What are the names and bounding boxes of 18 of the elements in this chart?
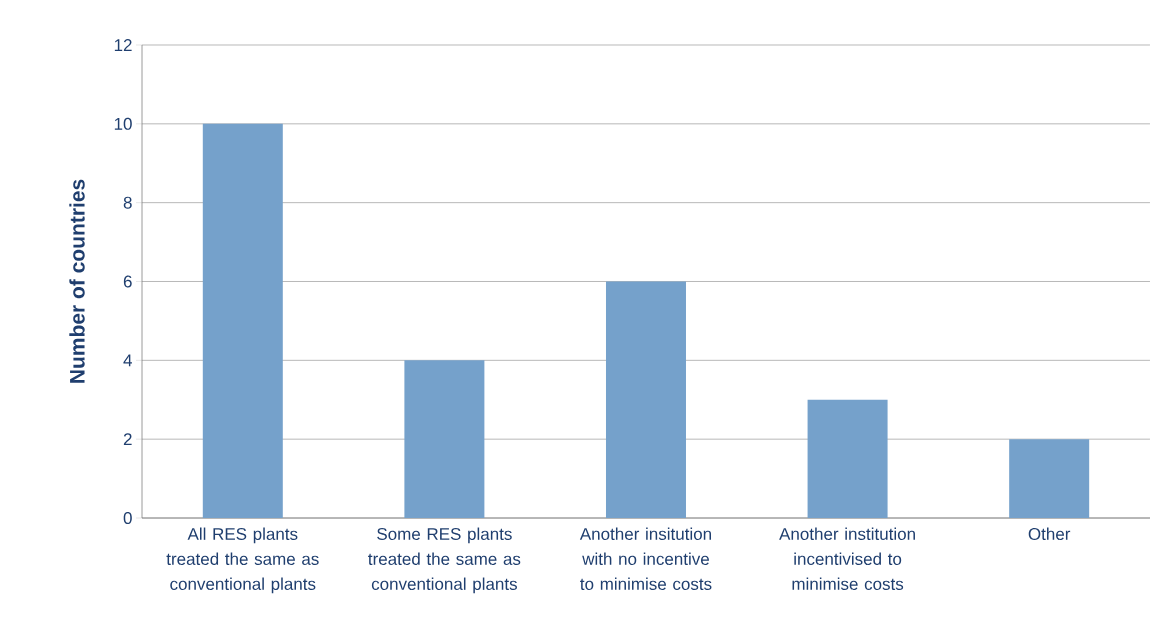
x-tick-label: Some RES plants treated the same as conventional plants xyxy=(368,527,521,594)
y-tick-label: 8 xyxy=(123,196,132,209)
y-tick-label: 10 xyxy=(114,117,132,130)
y-axis-title: Number of countries xyxy=(69,179,85,383)
x-tick-label: Other xyxy=(1028,527,1071,541)
bar xyxy=(404,360,485,518)
y-tick-label: 12 xyxy=(114,39,132,51)
x-tick-label: Another insitution with no incentive to minimise costs xyxy=(579,527,712,591)
y-tick-label: 0 xyxy=(123,511,132,525)
y-tick-label: 6 xyxy=(123,275,132,288)
bar xyxy=(202,123,283,518)
x-tick-label: All RES plants treated the same as conventional plants xyxy=(166,527,319,594)
bar xyxy=(807,399,888,518)
y-tick-label: 2 xyxy=(123,433,132,446)
x-tick-label: Another institution incentivised to minimise costs xyxy=(779,527,915,591)
y-tick-label: 4 xyxy=(123,354,132,367)
bar xyxy=(1009,439,1090,518)
bar xyxy=(605,281,686,518)
